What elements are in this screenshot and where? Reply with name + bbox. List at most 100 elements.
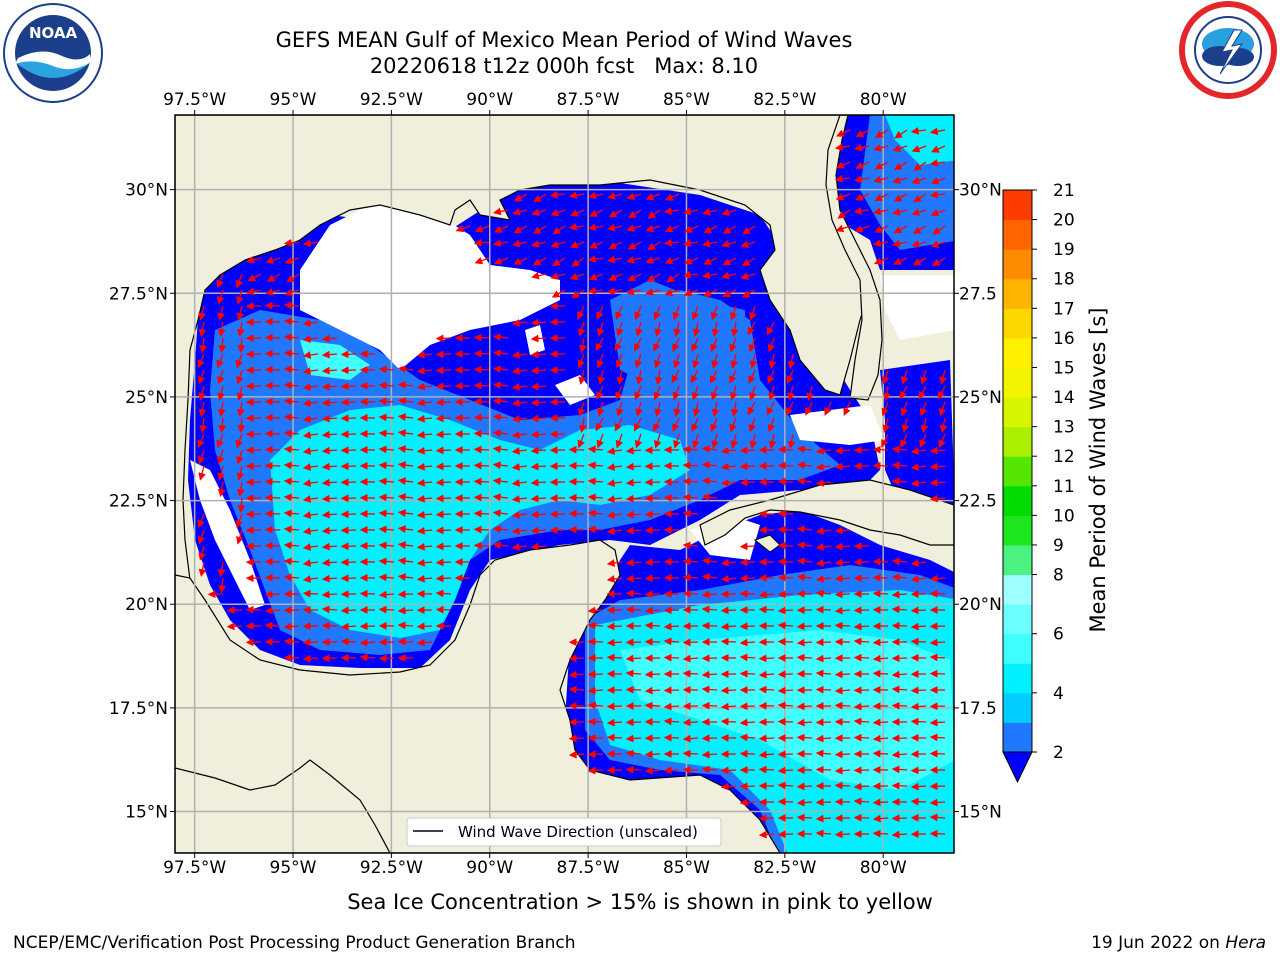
caribbean-pale-cyan-region [620, 630, 954, 790]
colorbar-tick-label: 20 [1053, 211, 1075, 231]
wind-arrow [321, 558, 338, 567]
wind-arrow [608, 241, 623, 249]
wind-arrow [644, 510, 661, 519]
wind-arrow [587, 509, 604, 518]
wind-arrow [340, 526, 357, 535]
wind-arrow [245, 605, 262, 614]
wind-arrow [853, 813, 870, 822]
wind-arrow [834, 526, 851, 535]
wind-arrow [881, 433, 889, 448]
wind-arrow [302, 463, 319, 471]
wind-arrow [910, 447, 927, 455]
wind-arrow [378, 397, 395, 406]
wind-arrow [606, 653, 623, 662]
wind-arrow [645, 193, 661, 201]
wind-arrow [397, 509, 414, 517]
wind-arrow [853, 622, 870, 631]
wind-arrow [198, 545, 206, 561]
wind-arrow [796, 653, 813, 662]
wind-arrow [815, 447, 832, 455]
wind-arrow [378, 381, 395, 390]
wind-arrow [891, 461, 908, 470]
wind-arrow [492, 413, 509, 422]
wind-arrow [815, 559, 832, 567]
masked-area-west-shelf [190, 460, 265, 610]
masked-area-north-shelf [300, 205, 560, 370]
wind-arrow [777, 445, 794, 454]
wind-arrow [729, 369, 737, 384]
wind-arrow [340, 606, 357, 615]
wind-arrow [777, 670, 794, 679]
wind-arrow [835, 193, 851, 201]
wind-arrow [768, 385, 776, 401]
wind-arrow [683, 257, 699, 265]
map-ticks: 97.5°W 97.5°W 95°W 95°W 92.5°W 92.5°W 90°W 90°W… [109, 90, 1002, 878]
wind-arrow [615, 385, 623, 400]
wind-arrow [435, 478, 452, 487]
wind-arrow [513, 257, 528, 265]
wind-arrow [207, 590, 224, 599]
wind-arrow [663, 766, 680, 775]
wind-arrow [284, 288, 300, 297]
wind-arrow [596, 433, 604, 449]
wind-arrow [739, 718, 756, 727]
wind-arrow [873, 175, 889, 184]
wind-arrow [834, 558, 851, 567]
wind-arrow [893, 161, 908, 171]
coast-central-america [175, 759, 391, 853]
wind-arrow [644, 670, 661, 679]
wind-arrow [284, 256, 300, 265]
colorbar-tick-label: 21 [1053, 181, 1075, 201]
wind-arrow [805, 401, 813, 416]
wind-arrow [777, 541, 794, 550]
colorbar-tick-label: 6 [1053, 625, 1064, 645]
wind-arrow [283, 333, 300, 342]
wind-arrow [872, 461, 889, 470]
wind-arrow [264, 445, 281, 454]
wind-arrow [378, 493, 395, 502]
wind-arrow [834, 446, 851, 455]
wind-arrow [891, 701, 908, 710]
wind-arrow [577, 305, 585, 320]
wind-arrow [644, 750, 661, 759]
wind-arrow [606, 559, 623, 567]
wind-arrow [397, 557, 414, 565]
chart-title: GEFS MEAN Gulf of Mexico Mean Period of … [0, 27, 1128, 79]
wind-arrow [569, 272, 585, 281]
wind-arrow [739, 749, 756, 758]
wind-arrow [492, 445, 509, 454]
wind-arrow [473, 349, 490, 358]
wind-arrow [302, 431, 319, 439]
wind-arrow [929, 446, 946, 455]
colorbar-tick-label: 4 [1053, 684, 1064, 704]
wind-arrow [435, 382, 452, 391]
wind-arrow [625, 669, 642, 678]
wind-arrow [264, 509, 281, 518]
wind-arrow [929, 749, 946, 758]
wind-arrow [530, 446, 547, 455]
wind-arrow [321, 462, 338, 471]
wind-arrow [531, 271, 547, 280]
wind-arrow [473, 541, 490, 550]
wind-arrow [644, 686, 661, 695]
wind-arrow [874, 193, 889, 201]
wind-arrow [910, 606, 927, 615]
wind-arrow [265, 288, 281, 296]
wind-arrow [739, 669, 756, 678]
wind-arrow [530, 350, 547, 359]
wind-arrow [815, 527, 832, 535]
wind-arrow [873, 257, 889, 265]
wind-arrow [702, 208, 718, 216]
wind-arrow [931, 145, 946, 153]
wind-arrow [815, 638, 832, 647]
x-tick-label-bottom: 82.5°W [753, 858, 816, 878]
colorbar-segment [1003, 544, 1032, 576]
wind-arrow [891, 750, 908, 759]
wind-arrow [264, 590, 281, 599]
wind-arrow [359, 589, 376, 598]
wind-arrow [645, 256, 661, 264]
wind-arrow [766, 321, 775, 336]
wind-arrow [530, 398, 547, 407]
wind-arrow [283, 573, 300, 582]
